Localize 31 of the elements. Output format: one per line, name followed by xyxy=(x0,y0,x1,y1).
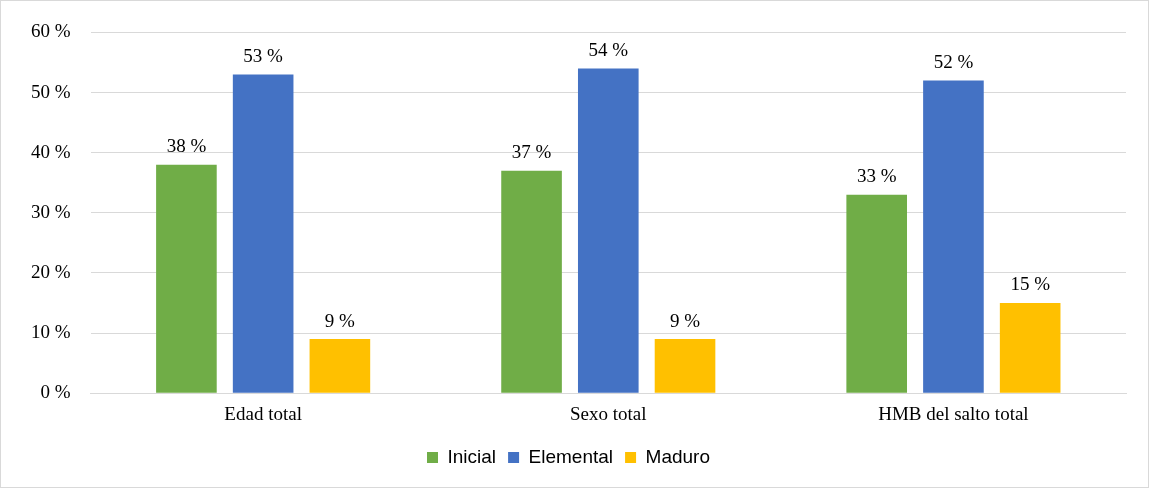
y-tick-label: 30 % xyxy=(31,200,71,222)
bar xyxy=(577,68,639,393)
data-label: 9 % xyxy=(669,309,701,331)
bar xyxy=(501,170,562,393)
data-label: 33 % xyxy=(856,165,897,187)
bar xyxy=(923,80,984,393)
y-tick-label: 50 % xyxy=(31,80,71,102)
data-label: 52 % xyxy=(933,50,974,72)
bar xyxy=(309,339,371,393)
data-label: 54 % xyxy=(588,38,629,60)
legend-label: Maduro xyxy=(645,445,710,467)
legend-label: Elemental xyxy=(528,445,614,467)
bar xyxy=(846,194,907,393)
bar xyxy=(156,164,217,393)
y-tick-label: 10 % xyxy=(31,321,71,343)
y-tick-label: 0 % xyxy=(40,381,71,403)
x-tick-label: HMB del salto total xyxy=(878,402,1029,424)
x-tick-label: Edad total xyxy=(224,402,302,424)
bar xyxy=(232,74,294,393)
bar xyxy=(654,339,716,393)
legend-label: Inicial xyxy=(447,445,497,467)
data-label: 38 % xyxy=(166,135,207,157)
bar xyxy=(999,303,1061,393)
data-label: 53 % xyxy=(243,44,284,66)
y-tick-label: 60 % xyxy=(31,20,71,42)
x-tick-label: Sexo total xyxy=(570,402,647,424)
y-tick-label: 20 % xyxy=(31,260,71,282)
data-label: 37 % xyxy=(511,141,552,163)
data-label: 15 % xyxy=(1010,273,1051,295)
data-label: 9 % xyxy=(324,309,356,331)
y-tick-label: 40 % xyxy=(31,140,71,162)
